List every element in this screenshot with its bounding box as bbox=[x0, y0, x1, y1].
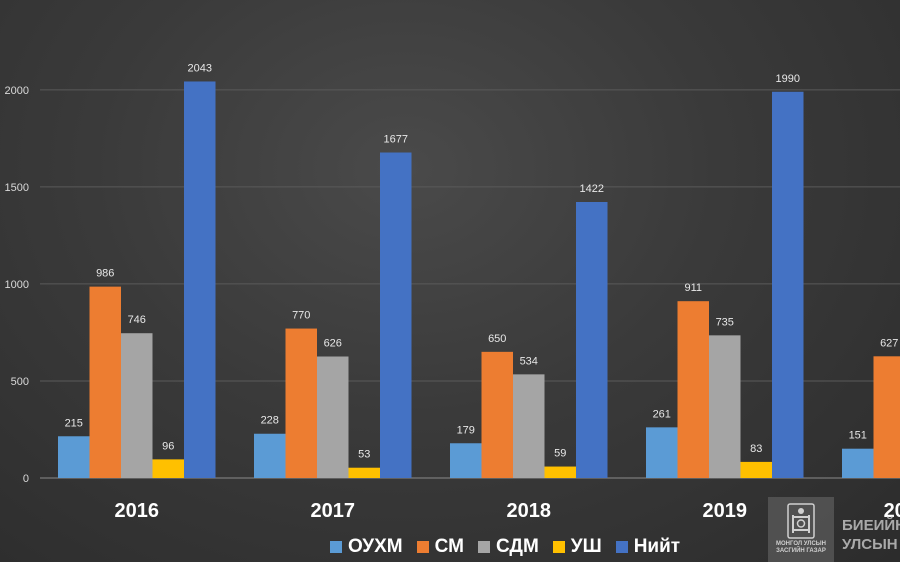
data-label: 735 bbox=[716, 316, 734, 328]
legend-label: УШ bbox=[570, 536, 602, 557]
legend-item: СДМ bbox=[477, 536, 539, 558]
data-label: 627 bbox=[880, 337, 898, 349]
legend-label: ОУХМ bbox=[348, 536, 403, 557]
data-label: 626 bbox=[324, 337, 342, 349]
legend-item: ОУХМ bbox=[330, 536, 403, 558]
legend-item: СМ bbox=[416, 536, 464, 558]
data-label: 179 bbox=[457, 424, 475, 436]
category-label: 2018 bbox=[507, 500, 552, 522]
data-label: 1677 bbox=[384, 134, 408, 146]
data-label: 215 bbox=[65, 417, 83, 429]
government-logo: МОНГОЛ УЛСЫН ЗАСГИЙН ГАЗАР bbox=[768, 497, 834, 562]
bar bbox=[89, 286, 121, 478]
data-label: 151 bbox=[849, 430, 867, 442]
legend-label: Нийт bbox=[633, 536, 681, 557]
legend-item: УШ bbox=[552, 536, 602, 558]
legend-label: СМ bbox=[434, 536, 464, 557]
bar bbox=[254, 433, 286, 478]
bar bbox=[873, 356, 900, 478]
bar-series bbox=[58, 81, 900, 478]
bar bbox=[842, 448, 874, 478]
data-label: 2043 bbox=[188, 62, 212, 74]
legend: ОУХМ СМ СДМ УШ Нийт bbox=[330, 536, 680, 558]
category-label: 2019 bbox=[703, 500, 748, 522]
agency-name: БИЕИЙН УЛСЫН Х bbox=[842, 516, 900, 554]
bar bbox=[317, 356, 349, 478]
bar bbox=[380, 152, 412, 478]
legend-swatch bbox=[330, 541, 342, 553]
y-tick-label: 1000 bbox=[5, 279, 29, 291]
x-axis: 2016 2017 2018 2019 2020 он bbox=[115, 500, 900, 522]
data-label: 986 bbox=[96, 268, 114, 280]
legend-swatch bbox=[477, 541, 490, 553]
bar bbox=[646, 427, 678, 478]
bar bbox=[544, 466, 576, 478]
data-label: 911 bbox=[684, 282, 702, 294]
bar bbox=[481, 351, 513, 478]
gridlines bbox=[40, 89, 900, 479]
bar bbox=[576, 202, 608, 478]
data-label: 534 bbox=[520, 355, 538, 367]
data-label: 1990 bbox=[776, 73, 800, 85]
y-axis: 0 500 1000 1500 2000 bbox=[5, 85, 29, 485]
agency-line-1: БИЕИЙН bbox=[842, 517, 900, 534]
legend-item: Нийт bbox=[615, 536, 681, 558]
agency-line-2: УЛСЫН Х bbox=[842, 536, 900, 553]
data-label: 228 bbox=[261, 415, 279, 427]
data-label: 261 bbox=[653, 408, 671, 420]
bar bbox=[772, 91, 804, 478]
bar bbox=[709, 335, 741, 478]
bar bbox=[285, 328, 317, 478]
legend-swatch bbox=[416, 541, 429, 553]
legend-swatch bbox=[552, 541, 565, 553]
legend-swatch bbox=[615, 541, 628, 553]
data-label: 96 bbox=[162, 440, 174, 452]
bar bbox=[152, 459, 184, 478]
bar bbox=[740, 461, 772, 478]
data-label: 53 bbox=[358, 449, 370, 461]
logo-caption: МОНГОЛ УЛСЫН ЗАСГИЙН ГАЗАР bbox=[776, 541, 826, 554]
data-label: 1422 bbox=[580, 183, 604, 195]
y-tick-label: 2000 bbox=[5, 85, 29, 97]
category-label: 2016 bbox=[115, 500, 160, 522]
y-tick-label: 0 bbox=[23, 473, 29, 485]
bar bbox=[450, 443, 482, 478]
category-label: 2020 он bbox=[884, 500, 900, 522]
data-labels: 215 986 746 96 2043 228 770 626 53 1677 179 650 534 5… bbox=[65, 62, 899, 460]
y-tick-label: 1500 bbox=[5, 182, 29, 194]
bar bbox=[677, 301, 709, 478]
data-label: 650 bbox=[488, 333, 506, 345]
soyombo-emblem-icon bbox=[787, 503, 815, 539]
bar bbox=[184, 81, 216, 478]
bar bbox=[121, 333, 153, 478]
bar bbox=[348, 467, 380, 478]
data-label: 746 bbox=[128, 314, 146, 326]
data-label: 83 bbox=[750, 443, 762, 455]
legend-label: СДМ bbox=[495, 536, 539, 557]
y-tick-label: 500 bbox=[11, 376, 29, 388]
data-label: 770 bbox=[292, 310, 310, 322]
bar bbox=[513, 374, 545, 478]
category-label: 2017 bbox=[311, 500, 356, 522]
bar bbox=[58, 436, 90, 478]
data-label: 59 bbox=[554, 448, 566, 460]
